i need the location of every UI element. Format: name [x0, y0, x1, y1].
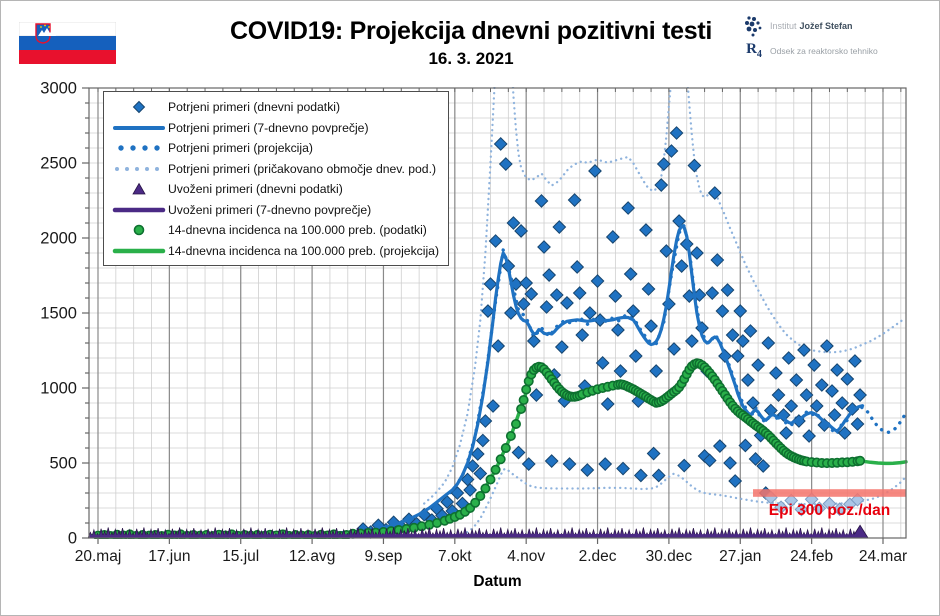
legend-marker: [110, 99, 168, 115]
legend-label: Uvoženi primeri (7-dnevno povprečje): [168, 202, 372, 217]
series-expected-lower: [461, 467, 908, 537]
series-confirmed-avg: [88, 224, 865, 539]
legend-marker: [110, 243, 168, 259]
flag-red-stripe: [19, 50, 116, 64]
legend-item-3: Potrjeni primeri (pričakovano območje dn…: [110, 159, 440, 180]
legend-label: Potrjeni primeri (projekcija): [168, 141, 313, 156]
slovenia-flag: [19, 22, 116, 64]
chart-legend: Potrjeni primeri (dnevni podatki) Potrjen…: [103, 91, 449, 266]
legend-marker: [110, 120, 168, 136]
legend-marker: [110, 181, 168, 197]
legend-label: Potrjeni primeri (pričakovano območje dn…: [168, 161, 437, 176]
legend-item-1: Potrjeni primeri (7-dnevno povprečje): [110, 118, 440, 139]
legend-label: Uvoženi primeri (dnevni podatki): [168, 182, 343, 197]
institute-name-light: Institut: [770, 21, 797, 31]
x-tick-label: 30.dec: [646, 548, 693, 565]
light-dots-icon: [115, 166, 159, 171]
x-tick-label: 24.mar: [859, 548, 907, 565]
flag-coat-of-arms: [35, 23, 56, 44]
y-tick-label: 3000: [40, 80, 77, 98]
y-tick-label: 500: [49, 455, 77, 473]
institute-name-bold: Jožef Stefan: [799, 21, 853, 31]
svg-text:Epi 300 poz./dan: Epi 300 poz./dan: [769, 502, 890, 519]
epi-threshold-band: [753, 489, 906, 497]
y-tick-label: 1500: [40, 305, 77, 323]
legend-item-0: Potrjeni primeri (dnevni podatki): [110, 97, 440, 118]
x-tick-label: 15.jul: [222, 548, 259, 565]
y-tick-label: 2000: [40, 230, 77, 248]
legend-marker: [110, 140, 168, 156]
legend-label: Potrjeni primeri (dnevni podatki): [168, 100, 341, 115]
legend-item-4: Uvoženi primeri (dnevni podatki): [110, 179, 440, 200]
y-tick-label: 2500: [40, 155, 77, 173]
legend-item-2: Potrjeni primeri (projekcija): [110, 138, 440, 159]
legend-item-5: Uvoženi primeri (7-dnevno povprečje): [110, 200, 440, 221]
series: [88, 87, 908, 539]
epi-threshold-label: Epi 300 poz./dan: [769, 502, 890, 519]
diamond-marker-icon: [132, 101, 146, 114]
x-axis-title: Datum: [473, 573, 521, 590]
y-tick-label: 0: [68, 530, 77, 548]
x-tick-label: 24.feb: [790, 548, 833, 565]
x-tick-label: 2.dec: [579, 548, 617, 565]
green-line-icon: [112, 248, 166, 253]
y-tick-label: 1000: [40, 380, 77, 398]
x-axis: 20.maj 17.jun 15.jul 12.avg 9.sep 7.okt 4.nov 2…: [75, 88, 907, 565]
institute-logo: Institut Jožef Stefan R4 Odsek za reakto…: [743, 15, 911, 64]
triangle-marker-icon: [132, 182, 146, 195]
legend-marker: [110, 161, 168, 177]
blue-dots-icon: [118, 145, 160, 151]
ijs-dots-icon: [745, 16, 762, 37]
blue-line-icon: [113, 125, 165, 130]
r4-icon: R4: [746, 41, 762, 60]
legend-item-6: 14-dnevna incidenca na 100.000 preb. (po…: [110, 220, 440, 241]
x-tick-label: 9.sep: [364, 548, 402, 565]
series-imported-avg: [88, 534, 862, 539]
x-tick-label: 4.nov: [507, 548, 545, 565]
x-tick-label: 12.avg: [289, 548, 336, 565]
circle-marker-icon: [133, 224, 145, 236]
purple-line-icon: [112, 207, 166, 212]
legend-label: 14-dnevna incidenca na 100.000 preb. (po…: [168, 223, 427, 238]
x-axis-title: Datum: [473, 573, 521, 590]
legend-marker: [110, 222, 168, 238]
x-tick-label: 7.okt: [438, 548, 472, 565]
legend-label: Potrjeni primeri (7-dnevno povprečje): [168, 120, 369, 135]
legend-label: 14-dnevna incidenca na 100.000 preb. (pr…: [168, 243, 440, 258]
institute-logo-line1: Institut Jožef Stefan: [743, 15, 911, 37]
legend-item-7: 14-dnevna incidenca na 100.000 preb. (pr…: [110, 241, 440, 262]
x-tick-label: 17.jun: [148, 548, 190, 565]
legend-marker: [110, 202, 168, 218]
x-tick-label: 27.jan: [719, 548, 761, 565]
institute-logo-line2: R4 Odsek za reaktorsko tehniko: [743, 41, 911, 60]
x-tick-label: 20.maj: [75, 548, 122, 565]
department-name: Odsek za reaktorsko tehniko: [770, 45, 878, 56]
y-axis: 0 500 1000 1500 2000 2500 3000: [40, 80, 89, 548]
